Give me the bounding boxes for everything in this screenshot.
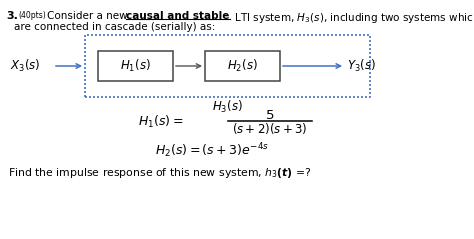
Text: $H_2(s)$: $H_2(s)$: [227, 58, 258, 74]
Text: (40pts): (40pts): [18, 11, 46, 20]
Text: causal and stable: causal and stable: [126, 11, 229, 21]
Text: $H_1(s) =$: $H_1(s) =$: [138, 114, 183, 130]
Bar: [98, 51, 173, 81]
Text: $5$: $5$: [265, 109, 275, 121]
Text: Find the impulse response of this new system, $\boldsymbol{h_3(t)}$ =?: Find the impulse response of this new sy…: [8, 166, 311, 180]
Text: $Y_3(s)$: $Y_3(s)$: [347, 58, 376, 74]
Text: $H_2(s) = (s+3)e^{-4s}$: $H_2(s) = (s+3)e^{-4s}$: [155, 142, 269, 160]
Text: $H_1(s)$: $H_1(s)$: [120, 58, 151, 74]
Text: $H_3(s)$: $H_3(s)$: [211, 99, 242, 115]
Text: LTI system, $H_3(s)$, including two systems which: LTI system, $H_3(s)$, including two syst…: [231, 11, 474, 25]
Text: are connected in cascade (serially) as:: are connected in cascade (serially) as:: [14, 22, 215, 32]
Text: 3.: 3.: [6, 11, 18, 21]
Text: Consider a new: Consider a new: [47, 11, 131, 21]
Bar: [85, 35, 370, 97]
Bar: [205, 51, 280, 81]
Text: $(s+2)(s+3)$: $(s+2)(s+3)$: [232, 120, 308, 136]
Text: $X_3(s)$: $X_3(s)$: [10, 58, 40, 74]
